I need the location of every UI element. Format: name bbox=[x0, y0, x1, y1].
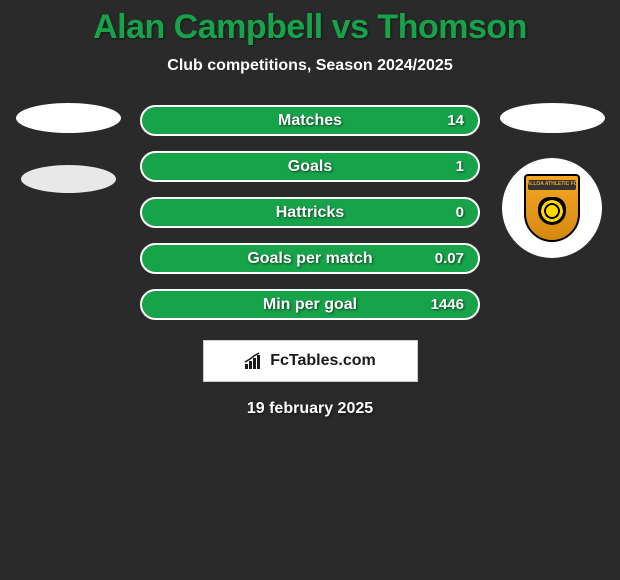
player-placeholder-3 bbox=[500, 103, 605, 133]
crest-icon: ALLOA ATHLETIC FC bbox=[524, 174, 580, 242]
stat-bar-matches: Matches 14 bbox=[140, 105, 480, 136]
stat-value: 1446 bbox=[431, 296, 464, 313]
stat-bar-hattricks: Hattricks 0 bbox=[140, 197, 480, 228]
stat-bar-gpm: Goals per match 0.07 bbox=[140, 243, 480, 274]
watermark: FcTables.com bbox=[203, 340, 418, 382]
stat-label: Hattricks bbox=[276, 204, 344, 222]
stat-bar-goals: Goals 1 bbox=[140, 151, 480, 182]
watermark-text: FcTables.com bbox=[270, 352, 376, 370]
left-badges bbox=[8, 103, 128, 193]
subtitle: Club competitions, Season 2024/2025 bbox=[167, 57, 452, 75]
main-area: Matches 14 Goals 1 Hattricks 0 Goals per… bbox=[0, 105, 620, 320]
stat-value: 0.07 bbox=[435, 250, 464, 267]
stat-label: Min per goal bbox=[263, 296, 357, 314]
stat-value: 1 bbox=[456, 158, 464, 175]
page-title: Alan Campbell vs Thomson bbox=[93, 8, 527, 47]
infographic-container: Alan Campbell vs Thomson Club competitio… bbox=[0, 0, 620, 426]
stat-value: 0 bbox=[456, 204, 464, 221]
player-placeholder-1 bbox=[16, 103, 121, 133]
club-logo-alloa: ALLOA ATHLETIC FC bbox=[502, 158, 602, 258]
stats-area: Matches 14 Goals 1 Hattricks 0 Goals per… bbox=[140, 105, 480, 320]
right-badges: ALLOA ATHLETIC FC bbox=[492, 103, 612, 258]
crest-label: ALLOA ATHLETIC FC bbox=[526, 181, 578, 187]
stat-bar-mpg: Min per goal 1446 bbox=[140, 289, 480, 320]
stat-label: Matches bbox=[278, 112, 342, 130]
stat-label: Goals per match bbox=[247, 250, 372, 268]
footer-date: 19 february 2025 bbox=[247, 400, 373, 418]
player-placeholder-2 bbox=[21, 165, 116, 193]
chart-bar-icon bbox=[244, 352, 264, 370]
stat-value: 14 bbox=[447, 112, 464, 129]
wasp-icon bbox=[538, 197, 566, 225]
stat-label: Goals bbox=[288, 158, 332, 176]
